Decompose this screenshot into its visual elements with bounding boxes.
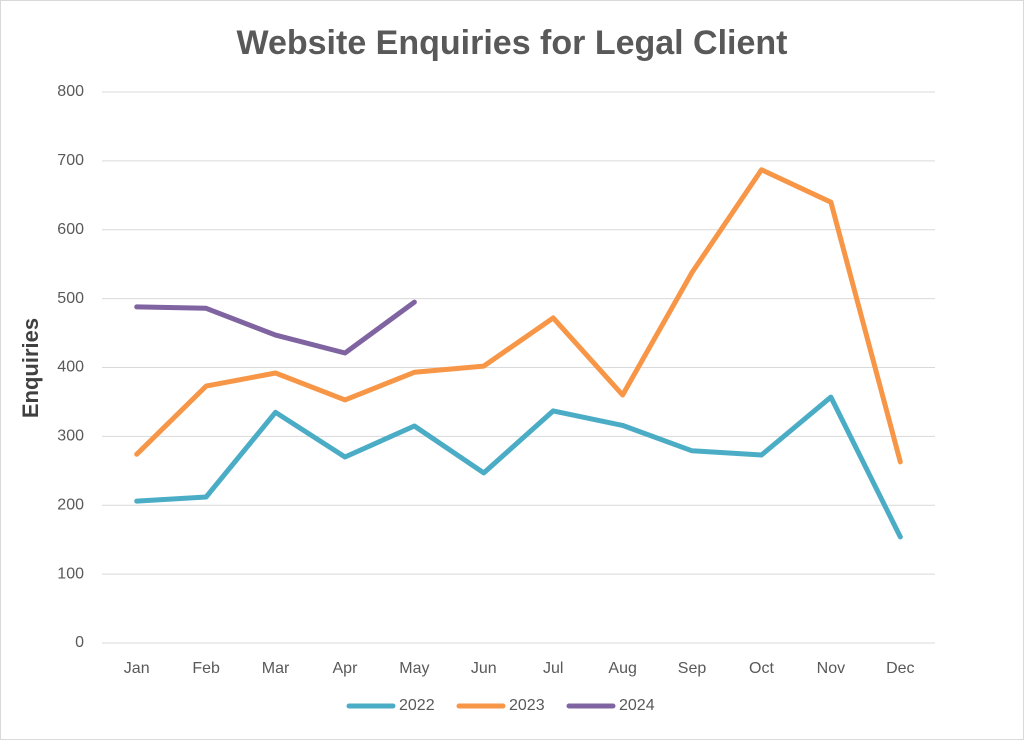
y-tick-label: 600 <box>57 221 84 238</box>
x-tick-label: Jan <box>124 660 150 677</box>
legend-label: 2024 <box>619 697 655 714</box>
y-tick-label: 400 <box>57 359 84 376</box>
y-tick-label: 800 <box>57 83 84 100</box>
x-tick-label: Mar <box>262 660 290 677</box>
y-tick-label: 700 <box>57 152 84 169</box>
x-tick-label: May <box>399 660 429 677</box>
x-tick-label: Jun <box>471 660 497 677</box>
y-tick-label: 200 <box>57 496 84 513</box>
y-tick-label: 0 <box>75 634 84 651</box>
line-series <box>134 394 903 540</box>
chart-title: Website Enquiries for Legal Client <box>236 24 787 62</box>
legend-label: 2022 <box>399 697 435 714</box>
x-tick-label: Oct <box>749 660 774 677</box>
legend-label: 2023 <box>509 697 545 714</box>
y-axis-label: Enquiries <box>18 318 43 418</box>
y-tick-label: 300 <box>57 428 84 445</box>
y-tick-label: 100 <box>57 565 84 582</box>
x-tick-label: Aug <box>608 660 636 677</box>
x-tick-label: Apr <box>333 660 359 677</box>
y-tick-label: 500 <box>57 290 84 307</box>
line-series <box>134 299 417 356</box>
x-tick-label: Feb <box>192 660 220 677</box>
x-tick-label: Jul <box>543 660 563 677</box>
x-tick-label: Dec <box>886 660 914 677</box>
x-tick-label: Sep <box>678 660 707 677</box>
x-tick-label: Nov <box>817 660 845 677</box>
line-series <box>134 167 903 465</box>
